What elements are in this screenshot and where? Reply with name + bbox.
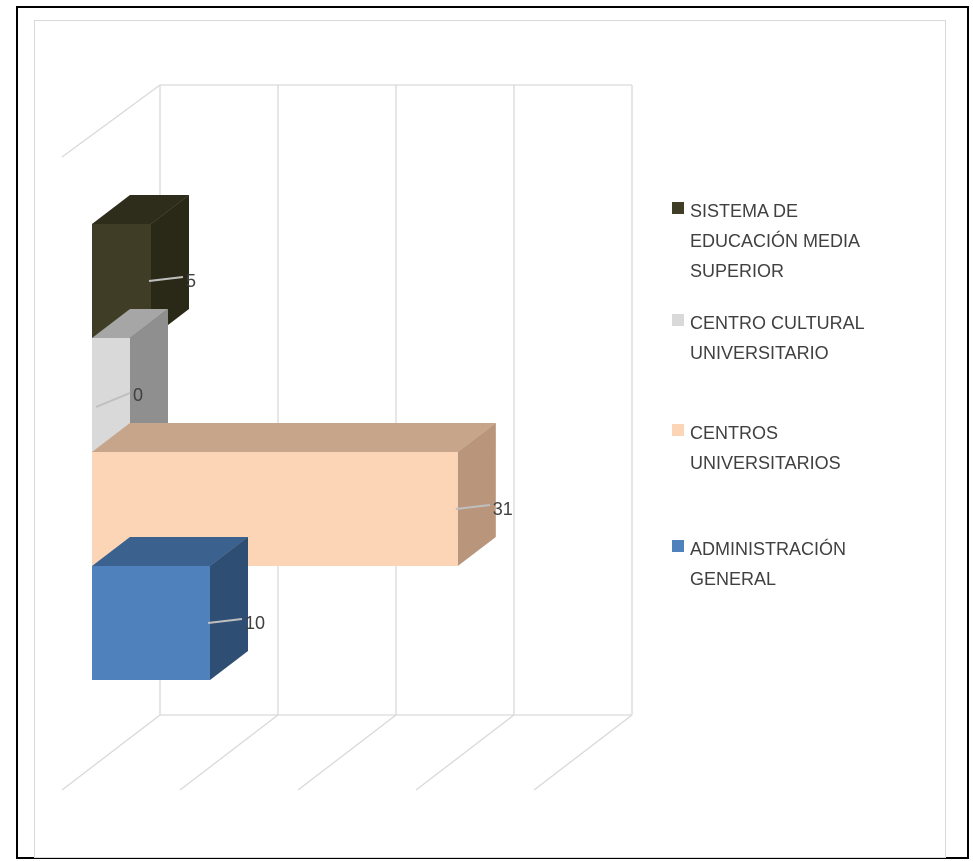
legend-swatch (672, 540, 684, 552)
data-label-leader-line (455, 504, 490, 510)
gridlines (61, 84, 633, 791)
side-wall-top-edge (61, 84, 161, 158)
legend-item-administracion: ADMINISTRACIÓN GENERAL (672, 534, 875, 594)
data-label: 31 (493, 499, 513, 519)
bar-front-face (92, 566, 210, 680)
bar-3 (92, 537, 248, 680)
legend-item-centros-universitarios: CENTROS UNIVERSITARIOS (672, 418, 875, 478)
gridline-floor (297, 714, 397, 791)
bar-top-face (92, 195, 189, 224)
legend-swatch (672, 424, 684, 436)
legend-label: CENTRO CULTURAL UNIVERSITARIO (690, 313, 865, 363)
data-label-leader-line (207, 618, 243, 624)
data-labels: 5 0 31 10 (95, 271, 513, 633)
bar-side-face (457, 423, 496, 566)
legend-label: SISTEMA DE EDUCACIÓN MEDIA SUPERIOR (690, 201, 860, 281)
bar-side-face (151, 195, 189, 338)
gridline-floor (415, 714, 515, 791)
data-label: 10 (245, 613, 265, 633)
gridline-floor (179, 714, 279, 791)
legend-swatch (672, 314, 684, 326)
legend-label: CENTROS UNIVERSITARIOS (690, 423, 841, 473)
gridline-floor (61, 714, 161, 791)
legend-item-centro-cultural: CENTRO CULTURAL UNIVERSITARIO (672, 308, 875, 368)
data-label-leader-line (95, 392, 131, 408)
data-label-leader-line (148, 276, 184, 282)
bar-top-face (92, 537, 248, 566)
legend-swatch (672, 202, 684, 214)
bar-top-face (92, 309, 168, 338)
data-label: 5 (186, 271, 196, 291)
bar-top-face (92, 423, 496, 452)
bar-side-face (210, 537, 248, 680)
legend-label: ADMINISTRACIÓN GENERAL (690, 539, 847, 589)
data-label: 0 (133, 385, 143, 405)
bar-side-face (130, 309, 168, 452)
bars (92, 195, 496, 680)
gridline-floor (533, 714, 633, 791)
legend-item-sistema: SISTEMA DE EDUCACIÓN MEDIA SUPERIOR (672, 196, 875, 286)
